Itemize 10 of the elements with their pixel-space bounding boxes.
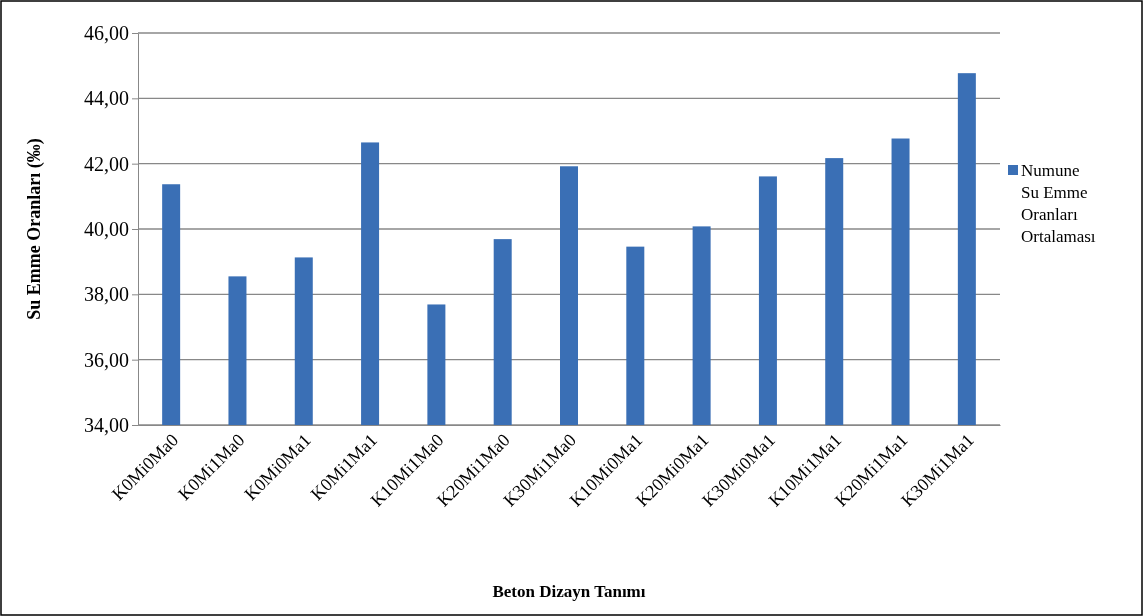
- y-tick-label: 36,00: [84, 348, 129, 371]
- y-tick-label: 46,00: [84, 21, 129, 44]
- y-tick-label: 44,00: [84, 87, 129, 110]
- legend-label: Numune Su Emme Oranları Ortalaması: [1021, 160, 1096, 246]
- y-axis-title: Su Emme Oranları (‰): [24, 138, 45, 320]
- y-tick-label: 38,00: [84, 283, 129, 306]
- y-tick-label: 40,00: [84, 217, 129, 240]
- y-tick-label: 42,00: [84, 152, 129, 175]
- x-axis-title: Beton Dizayn Tanımı: [492, 582, 646, 601]
- y-tick-label: 34,00: [84, 413, 129, 436]
